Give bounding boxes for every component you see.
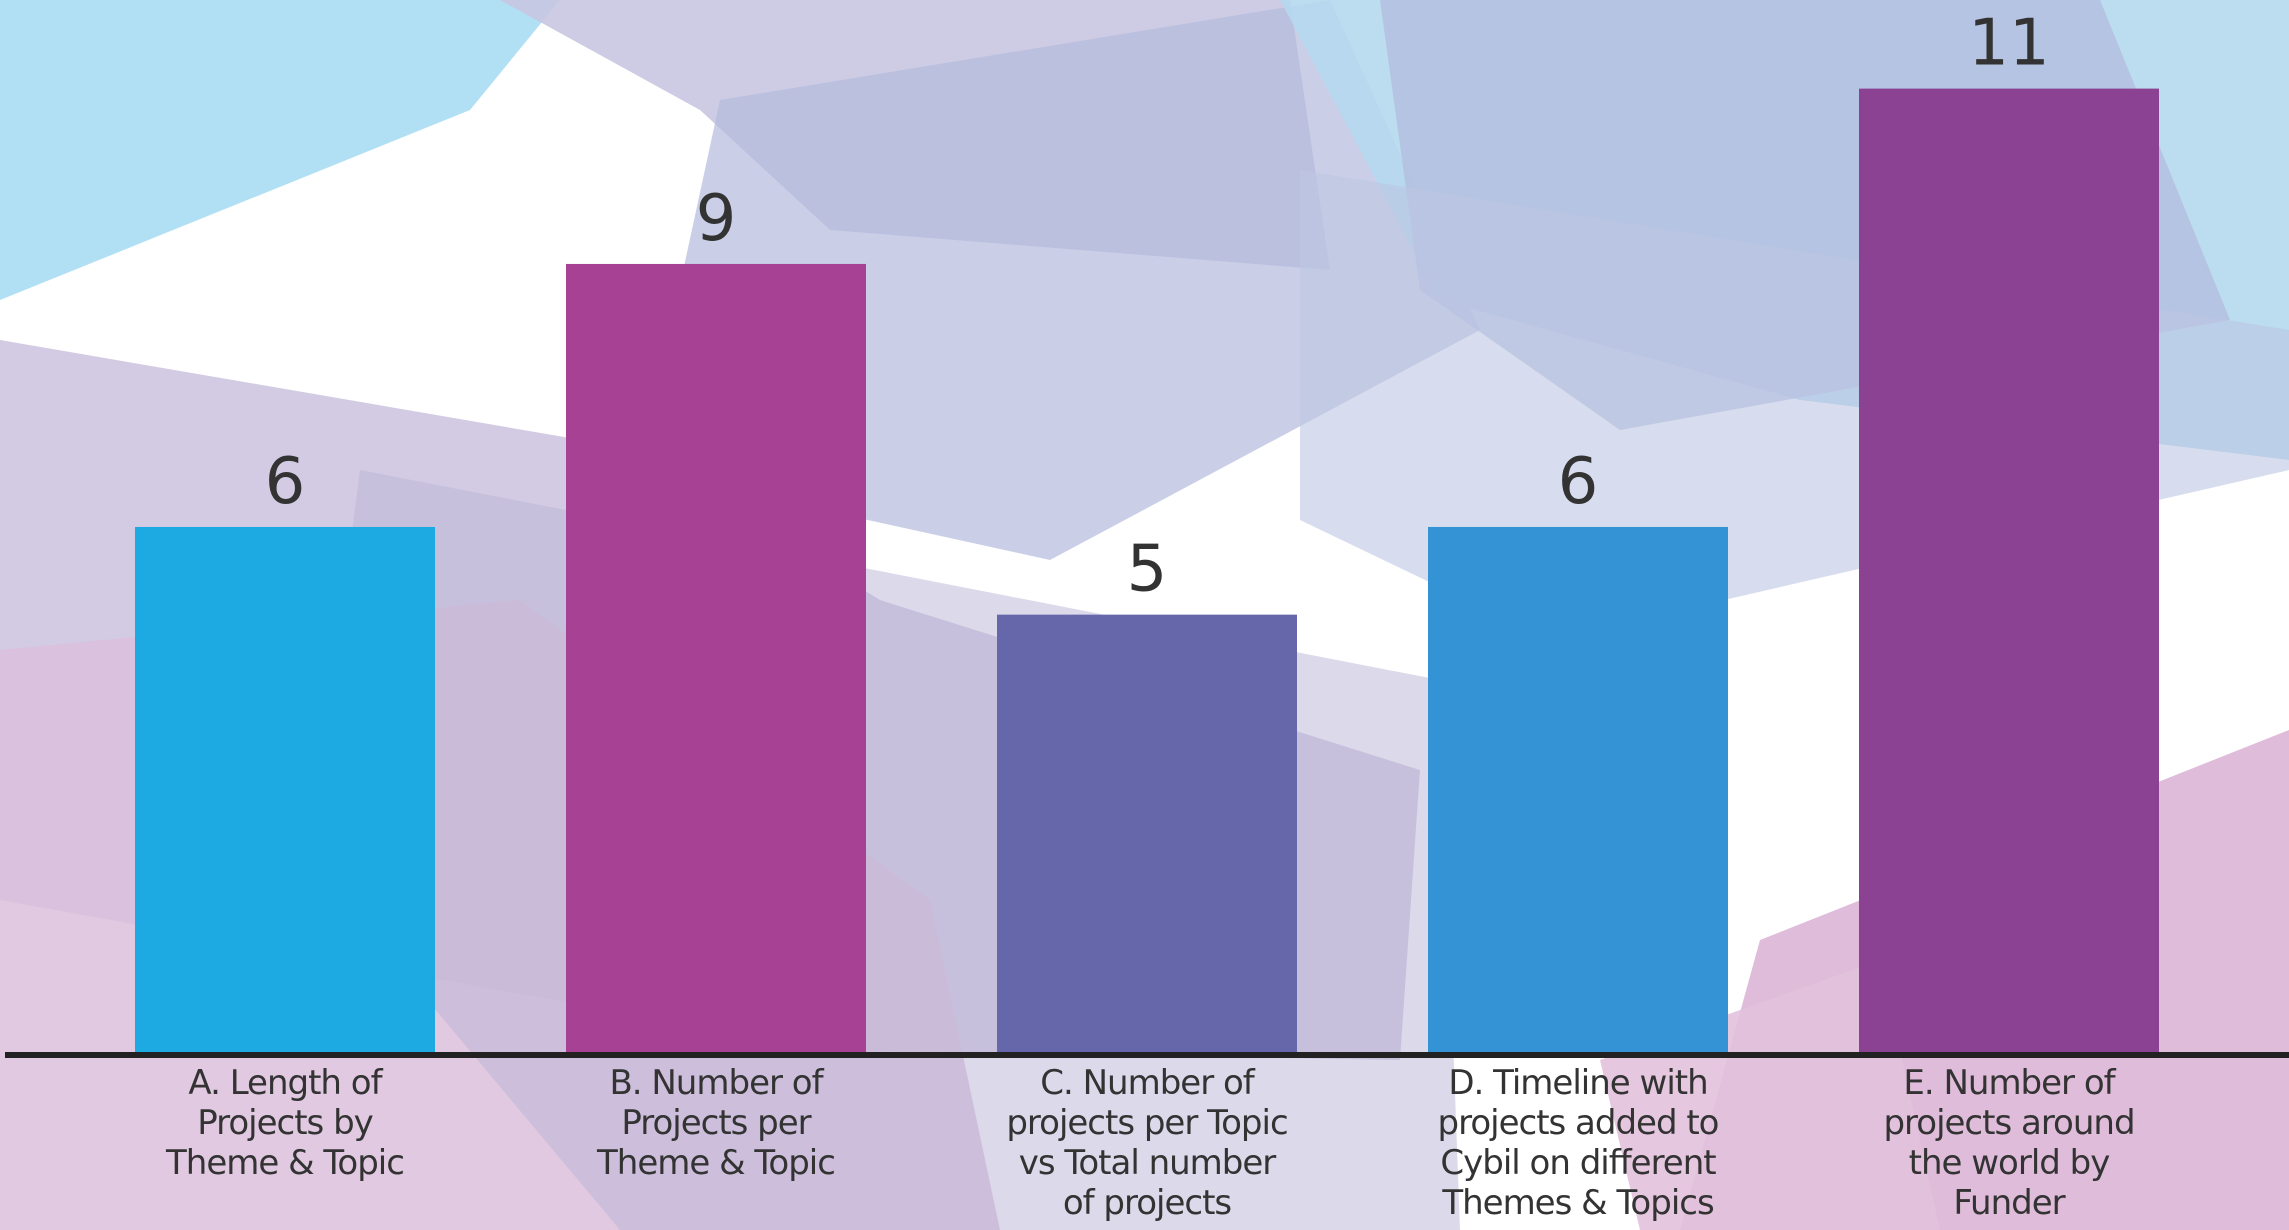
category-label-line: A. Length of <box>188 1063 383 1103</box>
category-label-line: Projects by <box>197 1103 373 1143</box>
value-label-c: 5 <box>1127 533 1168 607</box>
bars-layer: 6 9 5 6 11 <box>135 7 2159 1054</box>
bar-a <box>135 526 435 1053</box>
category-label-line: of projects <box>1063 1183 1232 1223</box>
category-label-d: D. Timeline with projects added to Cybil o… <box>1438 1063 1719 1223</box>
category-label-line: Theme & Topic <box>596 1143 835 1183</box>
value-label-e: 11 <box>1968 7 2049 81</box>
bar-b <box>566 263 866 1054</box>
category-label-line: vs Total number <box>1019 1143 1277 1183</box>
category-label-line: C. Number of <box>1040 1063 1256 1103</box>
bar-e <box>1859 88 2159 1053</box>
category-label-line: Theme & Topic <box>165 1143 404 1183</box>
category-label-line: projects around <box>1883 1103 2134 1143</box>
category-label-line: Themes & Topics <box>1441 1183 1714 1223</box>
bar-c <box>997 614 1297 1053</box>
bg-shape <box>0 0 560 300</box>
value-label-b: 9 <box>696 182 737 256</box>
category-label-line: Cybil on different <box>1440 1143 1716 1183</box>
value-label-d: 6 <box>1558 445 1599 519</box>
category-label-line: projects per Topic <box>1006 1103 1287 1143</box>
category-label-line: E. Number of <box>1903 1063 2116 1103</box>
category-label-line: projects added to <box>1438 1103 1719 1143</box>
category-label-a: A. Length of Projects by Theme & Topic <box>165 1063 404 1183</box>
category-label-line: B. Number of <box>609 1063 824 1103</box>
bg-shape <box>1600 960 1940 1230</box>
category-label-line: the world by <box>1909 1143 2111 1183</box>
category-label-line: D. Timeline with <box>1448 1063 1707 1103</box>
category-label-b: B. Number of Projects per Theme & Topic <box>596 1063 835 1183</box>
value-label-a: 6 <box>265 445 306 519</box>
category-label-c: C. Number of projects per Topic vs Total n… <box>1006 1063 1287 1223</box>
category-label-line: Funder <box>1953 1183 2065 1223</box>
category-label-line: Projects per <box>621 1103 811 1143</box>
bar-d <box>1428 526 1728 1053</box>
category-label-e: E. Number of projects around the world by F… <box>1883 1063 2134 1223</box>
